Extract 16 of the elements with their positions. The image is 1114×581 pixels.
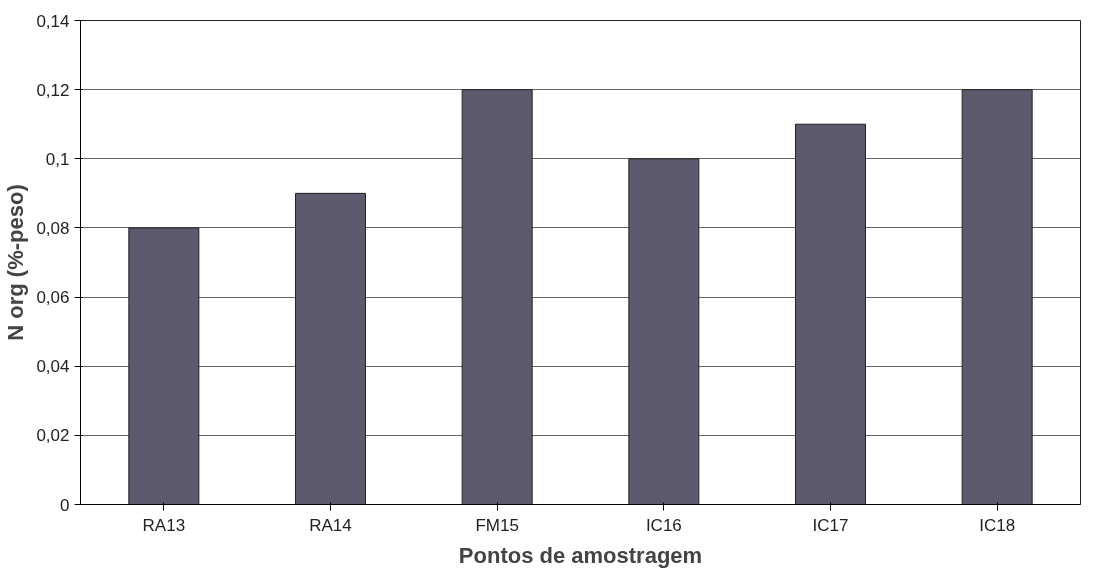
x-axis-title: Pontos de amostragem <box>458 542 703 568</box>
x-tick-label: RA14 <box>309 515 352 535</box>
y-tick-label: 0,12 <box>36 80 70 100</box>
y-tick-label: 0,08 <box>36 218 70 238</box>
y-tick-label: 0,1 <box>45 149 70 169</box>
x-tick-label: RA13 <box>142 515 186 535</box>
x-tick-label: FM15 <box>475 515 519 535</box>
y-axis-title: N org (%-peso) <box>3 184 29 341</box>
y-tick-label: 0,06 <box>36 288 70 308</box>
y-tick-label: 0 <box>60 495 70 515</box>
x-tick-label: IC18 <box>979 515 1016 535</box>
x-tick-label: IC16 <box>645 515 682 535</box>
x-tick-label: IC17 <box>812 515 849 535</box>
y-tick-label: 0,04 <box>36 357 70 377</box>
y-tick-label: 0,14 <box>36 11 70 31</box>
y-tick-label: 0,02 <box>36 426 70 446</box>
